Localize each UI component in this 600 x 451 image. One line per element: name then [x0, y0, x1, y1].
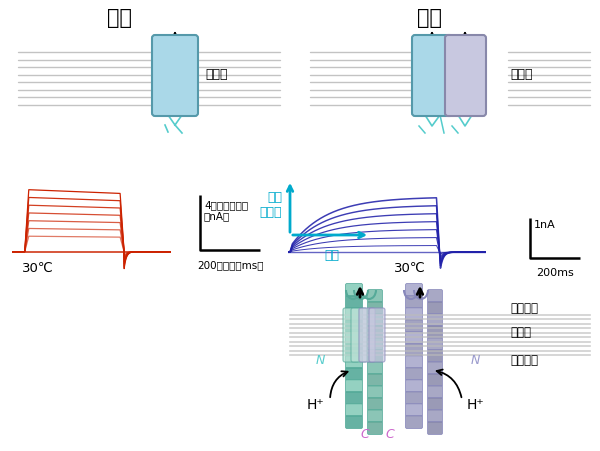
FancyBboxPatch shape: [427, 326, 443, 339]
FancyBboxPatch shape: [346, 331, 362, 345]
Text: 30℃: 30℃: [22, 262, 54, 275]
Text: 時間: 時間: [325, 249, 340, 262]
Text: ペア: ペア: [418, 8, 443, 28]
FancyBboxPatch shape: [406, 319, 422, 332]
Text: C: C: [361, 428, 370, 442]
FancyBboxPatch shape: [346, 355, 362, 368]
FancyBboxPatch shape: [346, 404, 362, 417]
Text: H⁺: H⁺: [466, 398, 484, 412]
FancyBboxPatch shape: [367, 397, 383, 410]
FancyBboxPatch shape: [367, 362, 383, 374]
FancyBboxPatch shape: [367, 290, 383, 303]
FancyBboxPatch shape: [351, 308, 367, 362]
FancyBboxPatch shape: [346, 344, 362, 356]
FancyBboxPatch shape: [427, 422, 443, 434]
FancyBboxPatch shape: [406, 308, 422, 321]
FancyBboxPatch shape: [406, 284, 422, 296]
FancyBboxPatch shape: [367, 386, 383, 399]
FancyBboxPatch shape: [427, 373, 443, 387]
FancyBboxPatch shape: [406, 379, 422, 392]
FancyBboxPatch shape: [369, 308, 385, 362]
Text: C: C: [386, 428, 394, 442]
Text: 200ms: 200ms: [536, 268, 574, 278]
FancyBboxPatch shape: [367, 410, 383, 423]
Text: N: N: [316, 354, 325, 367]
FancyBboxPatch shape: [412, 35, 453, 116]
FancyBboxPatch shape: [343, 308, 359, 362]
FancyBboxPatch shape: [346, 284, 362, 296]
FancyBboxPatch shape: [367, 337, 383, 350]
Text: 細脹膜: 細脹膜: [205, 69, 227, 82]
FancyBboxPatch shape: [406, 344, 422, 356]
FancyBboxPatch shape: [367, 302, 383, 314]
FancyBboxPatch shape: [346, 368, 362, 381]
FancyBboxPatch shape: [427, 397, 443, 410]
FancyBboxPatch shape: [346, 308, 362, 321]
Text: 1nA: 1nA: [534, 220, 556, 230]
FancyBboxPatch shape: [406, 415, 422, 428]
FancyBboxPatch shape: [406, 295, 422, 308]
Text: 200ミリ秒（ms）: 200ミリ秒（ms）: [197, 260, 263, 270]
Text: 水素
イオン: 水素 イオン: [260, 191, 282, 219]
FancyBboxPatch shape: [427, 313, 443, 327]
FancyBboxPatch shape: [367, 350, 383, 363]
FancyBboxPatch shape: [367, 313, 383, 327]
FancyBboxPatch shape: [367, 326, 383, 339]
FancyBboxPatch shape: [367, 422, 383, 434]
FancyBboxPatch shape: [367, 373, 383, 387]
Text: 好中球外: 好中球外: [510, 302, 538, 314]
FancyBboxPatch shape: [346, 295, 362, 308]
FancyBboxPatch shape: [406, 355, 422, 368]
Text: 4ナノアンペア
（nA）: 4ナノアンペア （nA）: [204, 200, 248, 221]
FancyBboxPatch shape: [427, 362, 443, 374]
Text: 好中球内: 好中球内: [510, 354, 538, 367]
FancyBboxPatch shape: [152, 35, 198, 116]
FancyBboxPatch shape: [427, 290, 443, 303]
FancyBboxPatch shape: [346, 391, 362, 405]
Text: H⁺: H⁺: [306, 398, 324, 412]
FancyBboxPatch shape: [406, 368, 422, 381]
FancyBboxPatch shape: [406, 391, 422, 405]
FancyBboxPatch shape: [346, 319, 362, 332]
FancyBboxPatch shape: [445, 35, 486, 116]
Text: 30℃: 30℃: [394, 262, 426, 275]
FancyBboxPatch shape: [427, 386, 443, 399]
FancyBboxPatch shape: [427, 350, 443, 363]
FancyBboxPatch shape: [406, 331, 422, 345]
Text: 細脹膜: 細脹膜: [510, 326, 531, 339]
FancyBboxPatch shape: [346, 415, 362, 428]
FancyBboxPatch shape: [427, 302, 443, 314]
FancyBboxPatch shape: [346, 379, 362, 392]
Text: 細脹膜: 細脹膜: [510, 69, 533, 82]
Text: N: N: [470, 354, 479, 367]
FancyBboxPatch shape: [406, 404, 422, 417]
Text: 単独: 単独: [107, 8, 133, 28]
FancyBboxPatch shape: [359, 308, 375, 362]
FancyBboxPatch shape: [427, 337, 443, 350]
FancyBboxPatch shape: [427, 410, 443, 423]
